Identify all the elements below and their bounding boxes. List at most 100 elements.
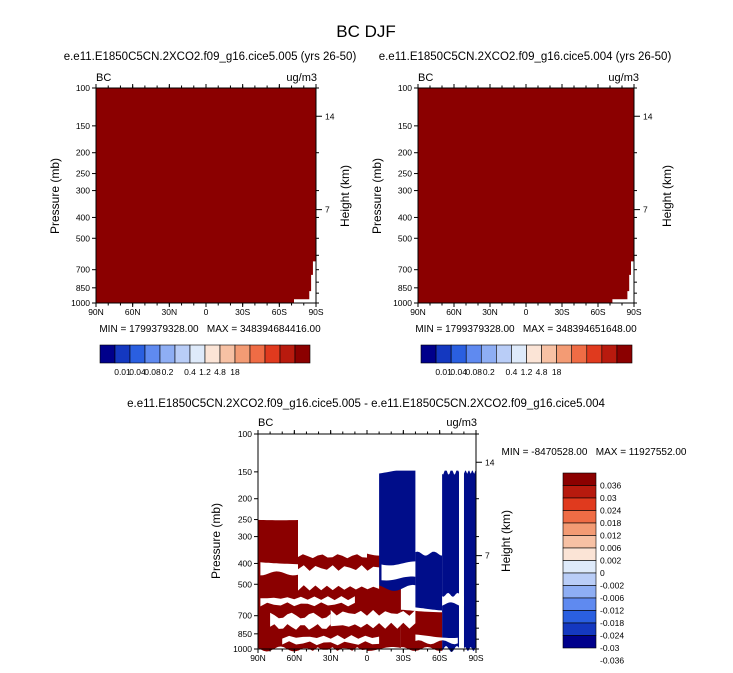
right-ytick-label: 500	[398, 233, 412, 243]
diff-colorbar-label: -0.036	[600, 656, 624, 666]
diff-xtick-label: 30N	[323, 653, 339, 663]
diff-ytick-label: 1000	[233, 644, 252, 654]
right-ytick-label: 150	[398, 121, 412, 131]
diff-ytick-label: 500	[238, 579, 252, 589]
right-ytick-label: 700	[398, 265, 412, 275]
left-colorbar-box	[204, 344, 221, 364]
diff-zero-band	[260, 562, 298, 576]
diff-colorbar-box	[562, 585, 597, 599]
diff-zero-band	[381, 561, 416, 581]
diff-red-region-north	[258, 519, 298, 652]
diff-blue-region-upper	[379, 468, 416, 591]
right-ytick-label: 250	[398, 169, 412, 179]
left-field	[96, 88, 316, 303]
left-ytick-label: 250	[76, 169, 90, 179]
right-colorbar-label: 0.4	[506, 367, 518, 377]
diff-colorbar-box	[562, 635, 597, 649]
left-colorbar-box	[99, 344, 116, 364]
right-ytick-label: 400	[398, 212, 412, 222]
left-ytick-label: 500	[76, 233, 90, 243]
left-colorbar-box	[264, 344, 281, 364]
diff-xtick-label: 30S	[396, 653, 411, 663]
left-ytick-label: 300	[76, 186, 90, 196]
left-ytick-label: 850	[76, 283, 90, 293]
diff-xtick-label: 0	[365, 653, 370, 663]
diff-ytick-label: 150	[238, 467, 252, 477]
panel-right-title: e.e11.E1850C5CN.2XCO2.f09_g16.cice5.004 …	[379, 51, 672, 63]
panel-right-stats: MIN = 1799379328.00 MAX = 348394651648.0…	[415, 324, 637, 335]
right-colorbar-label: 0.01	[435, 367, 452, 377]
right-xtick-label: 60S	[590, 307, 605, 317]
diff-colorbar-label: 0.012	[600, 531, 622, 541]
left-colorbar-box	[174, 344, 191, 364]
right-colorbar-box	[526, 344, 542, 364]
diff-colorbar-box	[562, 560, 597, 574]
left-colorbar-box	[279, 344, 296, 364]
diff-colorbar-label: -0.018	[600, 618, 624, 628]
left-colorbar-box	[294, 344, 311, 364]
diff-colorbar-box	[562, 610, 597, 624]
left-ytick-label: 100	[76, 83, 90, 93]
diff-ytick-label: 300	[238, 532, 252, 542]
right-xtick-label: 90N	[410, 307, 426, 317]
diff-colorbar-label: -0.002	[600, 581, 624, 591]
right-colorbar-box	[435, 344, 452, 364]
left-xtick-label: 90S	[308, 307, 323, 317]
panel-diff: e.e11.E1850C5CN.2XCO2.f09_g16.cice5.005 …	[127, 398, 687, 666]
diff-colorbar-label: 0.006	[600, 543, 622, 553]
diff-colorbar-box	[562, 572, 597, 586]
left-colorbar-box	[189, 344, 206, 364]
left-y2tick-label: 7	[325, 205, 330, 215]
right-colorbar-box	[465, 344, 482, 364]
left-colorbar-label: 0.01	[114, 367, 131, 377]
right-colorbar-label: 1.2	[521, 367, 533, 377]
right-colorbar-box	[601, 344, 618, 364]
right-y2tick-label: 14	[643, 111, 653, 121]
right-ytick-label: 850	[398, 283, 412, 293]
diff-colorbar-label: -0.03	[600, 643, 620, 653]
diff-y2tick-label: 14	[485, 457, 495, 467]
diff-colorbar-label: 0.018	[600, 518, 622, 528]
panel-right-y2label: Height (km)	[660, 165, 674, 227]
right-ytick-label: 1000	[393, 298, 412, 308]
left-ytick-label: 150	[76, 121, 90, 131]
panel-diff-var-label: BC	[258, 417, 273, 429]
left-colorbar-box	[249, 344, 266, 364]
diff-xtick-label: 60N	[287, 653, 303, 663]
right-colorbar-box	[496, 344, 512, 364]
left-colorbar-box	[159, 344, 176, 364]
right-colorbar-box	[556, 344, 573, 364]
left-colorbar-label: 0.08	[144, 367, 161, 377]
right-colorbar-box	[480, 344, 497, 364]
diff-colorbar-box	[562, 497, 597, 511]
panel-left-units: ug/m3	[286, 72, 317, 84]
panel-left-title: e.e11.E1850C5CN.2XCO2.f09_g16.cice5.005 …	[64, 51, 357, 63]
left-colorbar-label: 1.2	[199, 367, 211, 377]
left-xtick-label: 30S	[235, 307, 250, 317]
diff-colorbar-label: 0.036	[600, 481, 622, 491]
right-xtick-label: 0	[524, 307, 529, 317]
right-colorbar-label: 18	[552, 367, 562, 377]
diff-colorbar-box	[562, 485, 597, 499]
left-xtick-label: 60N	[125, 307, 141, 317]
right-ytick-label: 300	[398, 186, 412, 196]
diff-zero-band	[282, 635, 380, 646]
left-xtick-label: 0	[204, 307, 209, 317]
right-xtick-label: 30S	[554, 307, 569, 317]
diff-zero-band	[415, 634, 458, 645]
right-colorbar-box	[511, 344, 527, 364]
diff-colorbar-box	[562, 622, 597, 636]
diff-colorbar-box	[562, 535, 597, 549]
panel-right-var-label: BC	[418, 72, 433, 84]
right-ytick-label: 200	[398, 148, 412, 158]
diff-xtick-label: 60S	[432, 653, 447, 663]
right-colorbar-label: 0.08	[465, 367, 482, 377]
right-colorbar-box	[420, 344, 437, 364]
diff-ytick-label: 200	[238, 494, 252, 504]
panel-diff-title: e.e11.E1850C5CN.2XCO2.f09_g16.cice5.005 …	[127, 398, 605, 410]
diff-colorbar-label: -0.006	[600, 593, 624, 603]
panel-left-stats: MIN = 1799379328.00 MAX = 348394684416.0…	[99, 324, 321, 335]
diff-colorbar-label: 0.024	[600, 506, 622, 516]
right-y2tick-label: 7	[643, 205, 648, 215]
